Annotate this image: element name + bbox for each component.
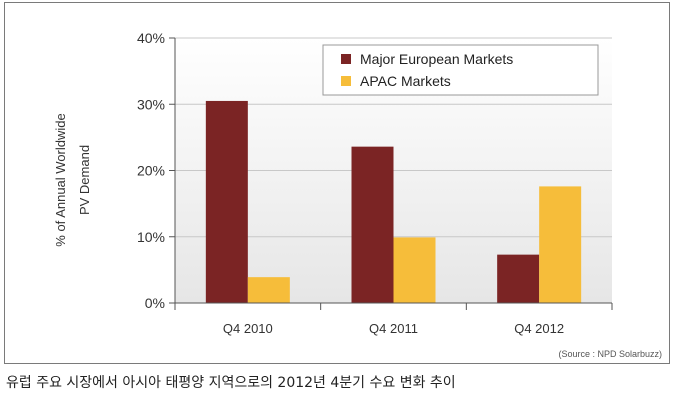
- legend-swatch-european: [341, 54, 351, 64]
- x-tick-label: Q4 2012: [514, 321, 564, 336]
- legend: Major European Markets APAC Markets: [322, 44, 599, 96]
- source-note: (Source : NPD Solarbuzz): [558, 349, 662, 359]
- x-tick-label: Q4 2010: [223, 321, 273, 336]
- bar-european-q4-2010: [205, 100, 248, 303]
- legend-label-apac: APAC Markets: [360, 73, 451, 89]
- bar-apac-q4-2012: [539, 186, 582, 303]
- bar-european-q4-2011: [351, 146, 394, 303]
- legend-swatch-apac: [341, 76, 351, 86]
- bar-european-q4-2012: [497, 254, 540, 303]
- bar-chart: 0% 10% 20% 30% 40% Q4 2010 Q4 2011 Q4 2012 % of…: [53, 30, 662, 359]
- y-axis-label-line2: PV Demand: [77, 145, 92, 215]
- y-axis-label-line1: % of Annual Worldwide: [53, 113, 68, 246]
- axes: 0% 10% 20% 30% 40% Q4 2010 Q4 2011 Q4 2012: [137, 30, 613, 336]
- y-axis-label: % of Annual Worldwide PV Demand: [53, 113, 92, 246]
- bar-apac-q4-2010: [247, 277, 290, 303]
- y-tick-label: 30%: [137, 96, 165, 112]
- bars: [205, 100, 582, 303]
- y-tick-label: 10%: [137, 229, 165, 245]
- y-tick-label: 20%: [137, 163, 165, 179]
- y-tick-label: 40%: [137, 30, 165, 46]
- y-tick-label: 0%: [145, 295, 165, 311]
- legend-box: [322, 44, 599, 96]
- x-tick-label: Q4 2011: [369, 321, 418, 336]
- legend-label-european: Major European Markets: [360, 51, 513, 67]
- figure-caption: 유럽 주요 시장에서 아시아 태평양 지역으로의 2012년 4분기 수요 변화…: [6, 375, 456, 391]
- bar-apac-q4-2011: [393, 237, 436, 303]
